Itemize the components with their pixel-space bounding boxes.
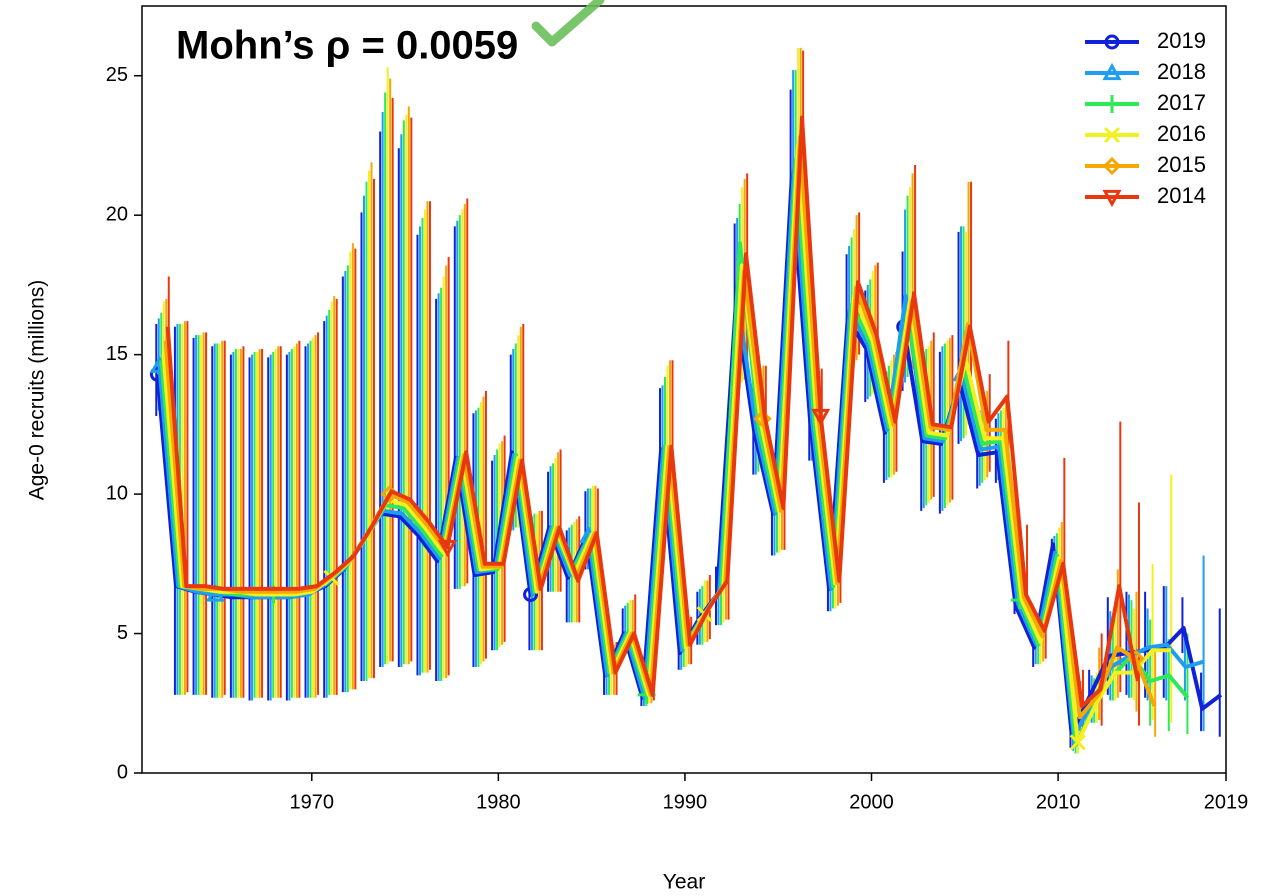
y-tick-label: 15 [106, 343, 128, 365]
x-tick-label: 1970 [290, 791, 335, 813]
legend-label: 2019 [1157, 28, 1206, 53]
legend-label: 2018 [1157, 59, 1206, 84]
x-tick-label: 2010 [1036, 791, 1081, 813]
point-marker [1069, 734, 1086, 751]
point-marker [753, 409, 772, 428]
y-tick-label: 5 [117, 622, 128, 644]
check-icon [531, 0, 605, 47]
legend-marker [1103, 126, 1121, 144]
plot-area [149, 115, 1223, 751]
x-axis-label: Year [663, 871, 705, 894]
legend-marker [1102, 62, 1122, 81]
legend-label: 2014 [1157, 183, 1206, 208]
legend-label: 2015 [1157, 152, 1206, 177]
y-axis-label: Age-0 recruits (millions) [26, 280, 49, 501]
legend-marker [1102, 189, 1122, 208]
x-tick-label: 2019 [1204, 791, 1249, 813]
x-tick-label: 2000 [849, 791, 894, 813]
point-marker [437, 539, 458, 558]
point-marker [811, 408, 831, 427]
legend-label: 2017 [1157, 90, 1206, 115]
plot-frame [141, 5, 1227, 774]
x-tick-label: 1990 [663, 791, 708, 813]
y-tick-label: 25 [106, 64, 128, 86]
x-tick-label: 1980 [476, 791, 521, 813]
legend-marker [1103, 95, 1121, 113]
annotation: Mohn’s ρ = 0.0059 [176, 24, 518, 68]
y-tick-label: 20 [106, 203, 128, 225]
series-line [165, 115, 1140, 709]
y-tick-label: 10 [106, 482, 128, 504]
y-tick-label: 0 [117, 761, 128, 783]
legend-marker [1104, 34, 1120, 50]
legend-marker [1102, 156, 1122, 176]
legend-label: 2016 [1157, 121, 1206, 146]
